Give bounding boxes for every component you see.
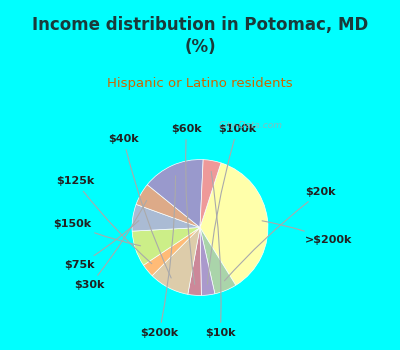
Text: $40k: $40k <box>108 134 171 278</box>
Wedge shape <box>188 228 201 295</box>
Text: $75k: $75k <box>64 220 139 270</box>
Text: $200k: $200k <box>140 176 178 338</box>
Text: Hispanic or Latino residents: Hispanic or Latino residents <box>107 77 293 91</box>
Text: >$200k: >$200k <box>262 221 353 245</box>
Text: $125k: $125k <box>56 176 152 264</box>
Text: $60k: $60k <box>171 124 202 284</box>
Wedge shape <box>132 228 200 265</box>
Wedge shape <box>136 185 200 228</box>
Text: Income distribution in Potomac, MD
(%): Income distribution in Potomac, MD (%) <box>32 16 368 56</box>
Wedge shape <box>132 204 200 231</box>
Wedge shape <box>152 228 200 294</box>
Text: $100k: $100k <box>208 124 256 284</box>
Wedge shape <box>147 160 203 228</box>
Text: City-Data.com: City-Data.com <box>219 121 283 130</box>
Text: $10k: $10k <box>205 172 236 338</box>
Wedge shape <box>200 160 221 228</box>
Text: $30k: $30k <box>74 201 147 290</box>
Wedge shape <box>200 163 268 285</box>
Text: $20k: $20k <box>224 187 336 281</box>
Text: $150k: $150k <box>53 219 140 246</box>
Wedge shape <box>200 228 215 295</box>
Wedge shape <box>144 228 200 276</box>
Wedge shape <box>200 228 236 294</box>
